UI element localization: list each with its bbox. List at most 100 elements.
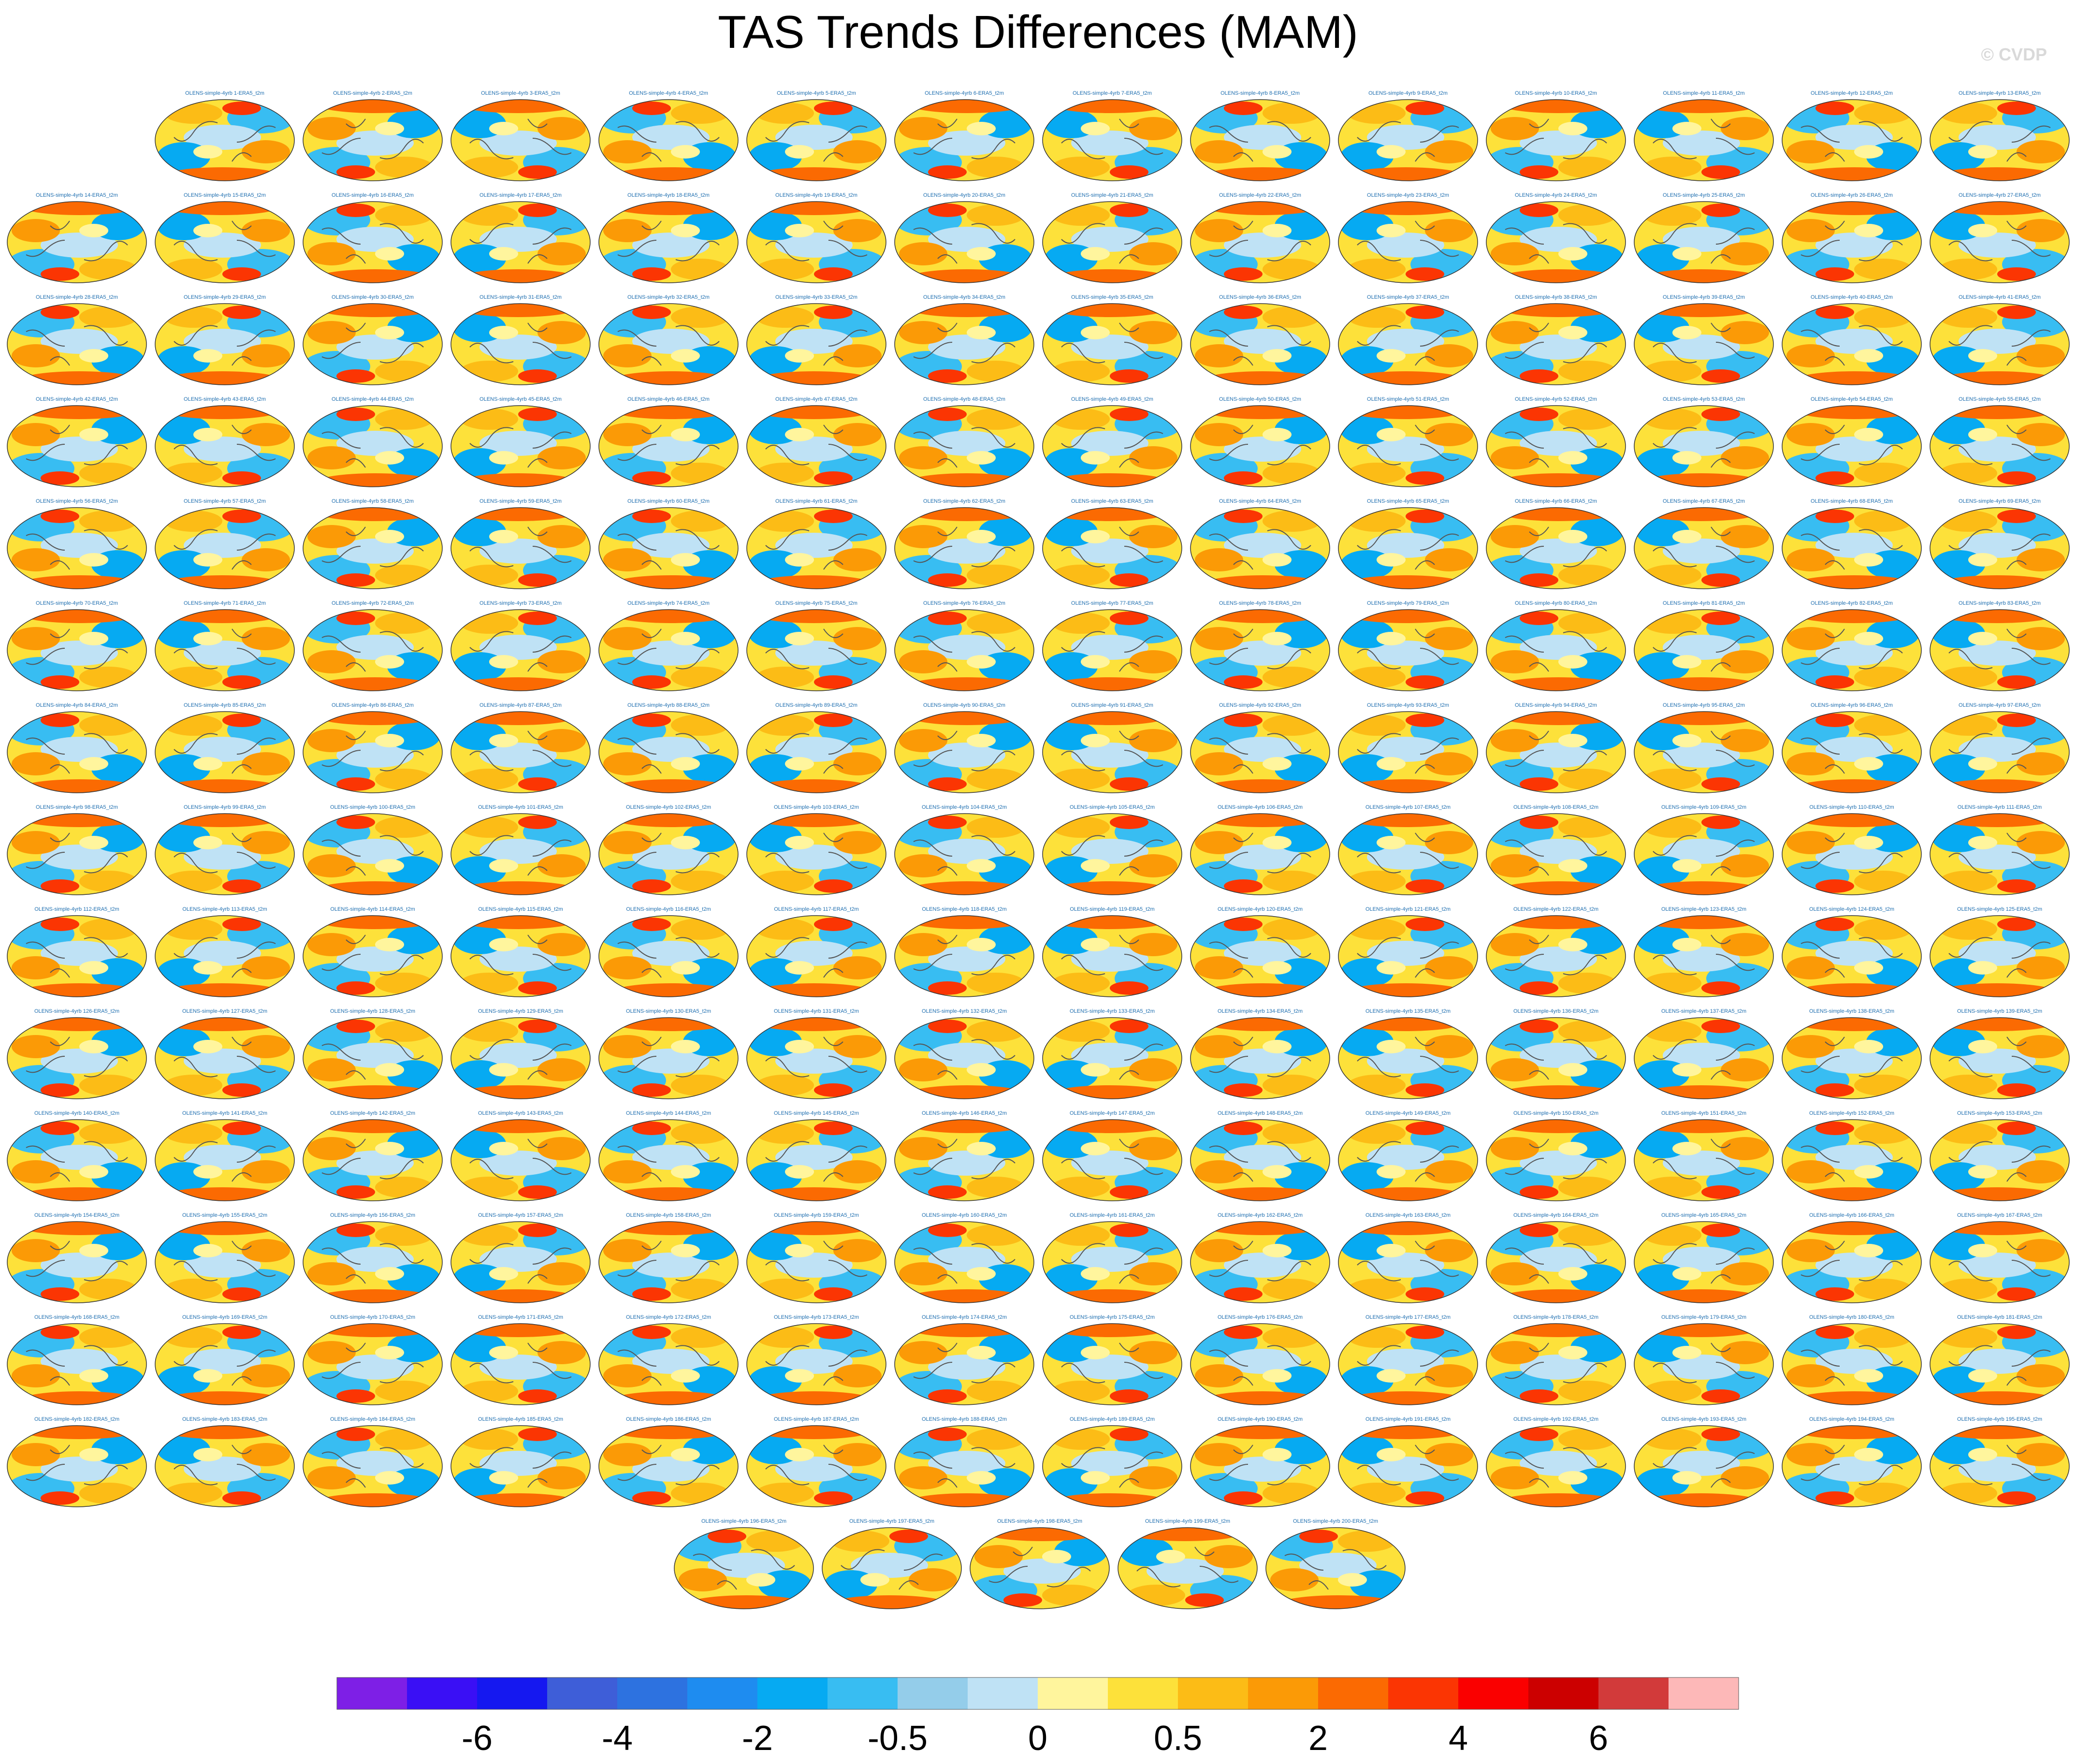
map-panel: OLENS-simple-4yrb 116-ERA5_t2m [598,906,739,997]
map-panel-title: OLENS-simple-4yrb 177-ERA5_t2m [1365,1314,1451,1320]
map-panel-title: OLENS-simple-4yrb 78-ERA5_t2m [1219,600,1301,606]
map-panel: OLENS-simple-4yrb 182-ERA5_t2m [7,1416,147,1507]
map-panel: OLENS-simple-4yrb 78-ERA5_t2m [1190,600,1330,691]
map-panel-outline [450,1425,591,1507]
map-panel: OLENS-simple-4yrb 82-ERA5_t2m [1782,600,1922,691]
map-panel-outline [598,405,739,487]
map-panel-outline [1042,405,1182,487]
map-panel: OLENS-simple-4yrb 157-ERA5_t2m [450,1212,591,1303]
map-panel-outline [155,507,295,589]
map-panel: OLENS-simple-4yrb 187-ERA5_t2m [746,1416,886,1507]
map-panel-title: OLENS-simple-4yrb 9-ERA5_t2m [1368,90,1448,96]
map-panel-outline [155,813,295,895]
map-panel-title: OLENS-simple-4yrb 120-ERA5_t2m [1218,906,1303,912]
map-panel-outline [1486,1221,1626,1303]
map-panel: OLENS-simple-4yrb 56-ERA5_t2m [7,498,147,589]
map-panel-outline [155,1221,295,1303]
map-panel-outline [1930,813,2070,895]
map-panel: OLENS-simple-4yrb 12-ERA5_t2m [1782,90,1922,181]
map-panel-outline [1338,201,1478,283]
map-panel: OLENS-simple-4yrb 52-ERA5_t2m [1486,396,1626,487]
map-panel-title: OLENS-simple-4yrb 2-ERA5_t2m [333,90,412,96]
map-panel: OLENS-simple-4yrb 7-ERA5_t2m [1042,90,1182,181]
map-panel-outline [1265,1527,1406,1609]
map-panel-title: OLENS-simple-4yrb 112-ERA5_t2m [34,906,119,912]
map-panel-outline [303,303,443,385]
map-panel: OLENS-simple-4yrb 26-ERA5_t2m [1782,192,1922,283]
map-panel: OLENS-simple-4yrb 8-ERA5_t2m [1190,90,1330,181]
map-panel-title: OLENS-simple-4yrb 157-ERA5_t2m [478,1212,563,1218]
map-panel-title: OLENS-simple-4yrb 180-ERA5_t2m [1809,1314,1894,1320]
map-panel: OLENS-simple-4yrb 33-ERA5_t2m [746,294,886,385]
map-panel-outline [1930,1323,2070,1405]
map-panel-title: OLENS-simple-4yrb 63-ERA5_t2m [1071,498,1153,504]
map-panel-outline [155,711,295,793]
map-panel-title: OLENS-simple-4yrb 193-ERA5_t2m [1661,1416,1746,1422]
map-panel-outline [1042,201,1182,283]
map-panel-title: OLENS-simple-4yrb 121-ERA5_t2m [1365,906,1451,912]
map-panel-title: OLENS-simple-4yrb 57-ERA5_t2m [184,498,266,504]
map-panel-title: OLENS-simple-4yrb 76-ERA5_t2m [923,600,1005,606]
map-panel-outline [894,201,1034,283]
map-panel-title: OLENS-simple-4yrb 93-ERA5_t2m [1367,702,1449,708]
map-panel-title: OLENS-simple-4yrb 141-ERA5_t2m [182,1110,267,1116]
map-panel-outline [894,99,1034,181]
map-panel-title: OLENS-simple-4yrb 83-ERA5_t2m [1959,600,2041,606]
map-panel-outline [674,1527,814,1609]
map-panel-outline [450,1017,591,1099]
map-panel-title: OLENS-simple-4yrb 5-ERA5_t2m [777,90,856,96]
colorbar-tick-label: 0 [1028,1719,1047,1758]
map-panel: OLENS-simple-4yrb 191-ERA5_t2m [1338,1416,1478,1507]
map-panel: OLENS-simple-4yrb 146-ERA5_t2m [894,1110,1034,1201]
map-panel-outline [450,711,591,793]
map-panel-outline [1930,1221,2070,1303]
colorbar-swatch [407,1677,478,1709]
map-panel: OLENS-simple-4yrb 98-ERA5_t2m [7,804,147,895]
map-panel-title: OLENS-simple-4yrb 139-ERA5_t2m [1957,1008,2042,1014]
map-panel-outline [7,1425,147,1507]
map-panel-title: OLENS-simple-4yrb 117-ERA5_t2m [774,906,858,912]
map-panel-outline [1042,507,1182,589]
map-panel-title: OLENS-simple-4yrb 138-ERA5_t2m [1809,1008,1894,1014]
map-panel-title: OLENS-simple-4yrb 104-ERA5_t2m [922,804,1007,810]
map-panel-title: OLENS-simple-4yrb 43-ERA5_t2m [184,396,266,402]
map-panel-outline [303,1221,443,1303]
map-panel-title: OLENS-simple-4yrb 82-ERA5_t2m [1811,600,1893,606]
map-panel-title: OLENS-simple-4yrb 127-ERA5_t2m [182,1008,267,1014]
colorbar-swatch [898,1677,968,1709]
map-panel-title: OLENS-simple-4yrb 110-ERA5_t2m [1809,804,1894,810]
map-panel-outline [746,507,886,589]
map-panel: OLENS-simple-4yrb 4-ERA5_t2m [598,90,739,181]
map-panel-outline [1486,813,1626,895]
map-panel: OLENS-simple-4yrb 165-ERA5_t2m [1634,1212,1774,1303]
map-panel-outline [450,609,591,691]
map-panel-title: OLENS-simple-4yrb 148-ERA5_t2m [1218,1110,1303,1116]
map-panel-outline [1930,1425,2070,1507]
colorbar-swatch [1248,1677,1319,1709]
map-panel-outline [1486,1119,1626,1201]
map-panel-outline [7,1119,147,1201]
map-panel-title: OLENS-simple-4yrb 17-ERA5_t2m [479,192,562,198]
map-panel-title: OLENS-simple-4yrb 189-ERA5_t2m [1070,1416,1155,1422]
map-panel: OLENS-simple-4yrb 150-ERA5_t2m [1486,1110,1626,1201]
map-panel-outline [746,1221,886,1303]
map-panel: OLENS-simple-4yrb 131-ERA5_t2m [746,1008,886,1099]
map-panel-outline [7,1323,147,1405]
map-panel-title: OLENS-simple-4yrb 160-ERA5_t2m [922,1212,1007,1218]
map-panel-outline [1486,405,1626,487]
map-panel-title: OLENS-simple-4yrb 196-ERA5_t2m [701,1518,786,1524]
map-panel-outline [894,303,1034,385]
map-panel: OLENS-simple-4yrb 155-ERA5_t2m [155,1212,295,1303]
map-panel: OLENS-simple-4yrb 58-ERA5_t2m [303,498,443,589]
map-panel-title: OLENS-simple-4yrb 178-ERA5_t2m [1513,1314,1598,1320]
map-panel-outline [1930,915,2070,997]
map-panel-title: OLENS-simple-4yrb 36-ERA5_t2m [1219,294,1301,300]
map-panel: OLENS-simple-4yrb 124-ERA5_t2m [1782,906,1922,997]
map-panel-outline [1338,405,1478,487]
colorbar-swatch [1318,1677,1389,1709]
map-panel: OLENS-simple-4yrb 106-ERA5_t2m [1190,804,1330,895]
map-panel: OLENS-simple-4yrb 62-ERA5_t2m [894,498,1034,589]
map-panel: OLENS-simple-4yrb 186-ERA5_t2m [598,1416,739,1507]
map-panel-title: OLENS-simple-4yrb 106-ERA5_t2m [1218,804,1303,810]
map-panel: OLENS-simple-4yrb 183-ERA5_t2m [155,1416,295,1507]
